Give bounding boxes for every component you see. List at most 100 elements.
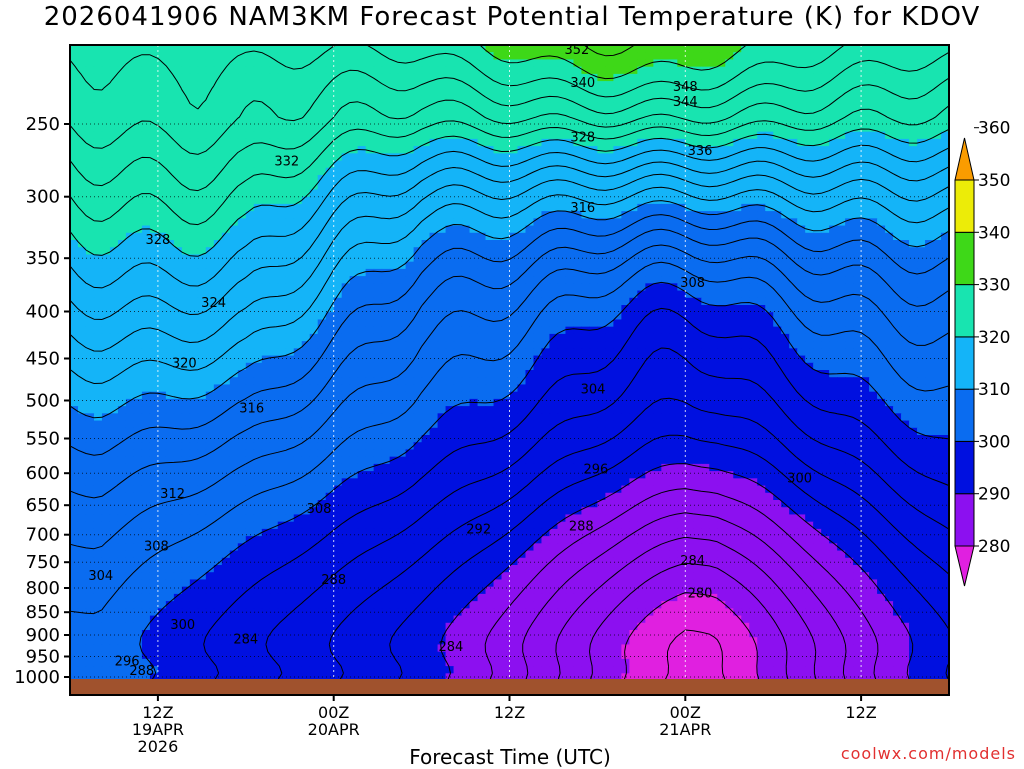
theta-cell bbox=[549, 305, 559, 313]
theta-cell bbox=[421, 283, 431, 292]
theta-cell bbox=[293, 196, 303, 205]
theta-cell bbox=[805, 110, 814, 118]
theta-cell bbox=[261, 348, 271, 357]
theta-cell bbox=[845, 102, 854, 111]
theta-cell bbox=[373, 189, 383, 198]
theta-cell bbox=[389, 326, 399, 335]
theta-cell bbox=[773, 167, 782, 176]
theta-cell bbox=[485, 189, 495, 198]
theta-cell bbox=[109, 268, 119, 277]
theta-cell bbox=[813, 240, 822, 248]
theta-cell bbox=[781, 73, 790, 82]
theta-cell bbox=[285, 297, 295, 306]
theta-cell bbox=[877, 95, 886, 104]
theta-cell bbox=[117, 52, 127, 61]
theta-cell bbox=[341, 333, 351, 342]
theta-cell bbox=[685, 283, 694, 292]
theta-cell bbox=[221, 117, 231, 126]
theta-cell bbox=[285, 211, 295, 219]
theta-cell bbox=[77, 66, 87, 75]
theta-cell bbox=[933, 117, 942, 126]
theta-cell bbox=[557, 167, 567, 176]
theta-cell bbox=[309, 319, 319, 328]
theta-cell bbox=[773, 153, 782, 162]
theta-cell bbox=[781, 254, 790, 263]
theta-cell bbox=[77, 261, 87, 270]
theta-cell bbox=[613, 73, 622, 82]
theta-cell bbox=[789, 247, 798, 256]
theta-cell bbox=[189, 326, 199, 335]
theta-cell bbox=[293, 167, 303, 176]
theta-cell bbox=[533, 153, 543, 162]
theta-cell bbox=[485, 182, 495, 191]
theta-cell bbox=[885, 102, 894, 111]
theta-cell bbox=[413, 261, 423, 270]
theta-cell bbox=[621, 319, 630, 328]
theta-cell bbox=[293, 95, 303, 104]
theta-cell bbox=[125, 153, 135, 162]
theta-cell bbox=[573, 160, 583, 169]
theta-cell bbox=[533, 117, 543, 126]
theta-cell bbox=[829, 326, 838, 335]
theta-cell bbox=[789, 232, 798, 241]
theta-cell bbox=[789, 203, 798, 212]
theta-cell bbox=[109, 88, 119, 97]
theta-cell bbox=[93, 247, 103, 256]
theta-cell bbox=[685, 131, 694, 140]
theta-cell bbox=[70, 319, 79, 328]
theta-cell bbox=[901, 319, 910, 328]
theta-cell bbox=[781, 283, 790, 292]
theta-cell bbox=[485, 110, 495, 118]
theta-cell bbox=[717, 160, 726, 169]
theta-cell bbox=[813, 355, 822, 364]
theta-cell bbox=[221, 59, 231, 68]
theta-cell bbox=[317, 319, 327, 328]
theta-cell bbox=[469, 211, 479, 219]
theta-cell bbox=[909, 117, 918, 126]
theta-cell bbox=[357, 66, 367, 75]
theta-cell bbox=[613, 175, 622, 183]
theta-cell bbox=[765, 355, 774, 364]
theta-cell bbox=[525, 182, 535, 191]
theta-cell bbox=[325, 225, 335, 234]
theta-cell bbox=[70, 326, 79, 335]
theta-cell bbox=[789, 81, 798, 89]
theta-cell bbox=[909, 95, 918, 104]
theta-cell bbox=[109, 45, 119, 53]
theta-cell bbox=[789, 283, 798, 292]
theta-cell bbox=[205, 131, 215, 140]
theta-cell bbox=[733, 102, 742, 111]
theta-cell bbox=[885, 218, 894, 227]
theta-cell bbox=[253, 261, 263, 270]
theta-cell bbox=[661, 124, 670, 133]
theta-cell bbox=[421, 355, 431, 364]
theta-cell bbox=[677, 268, 686, 277]
theta-cell bbox=[725, 254, 734, 263]
theta-cell bbox=[653, 189, 662, 198]
theta-cell bbox=[261, 146, 271, 154]
theta-cell bbox=[941, 175, 949, 183]
theta-cell bbox=[461, 333, 471, 342]
theta-cell bbox=[749, 312, 758, 321]
theta-cell bbox=[765, 81, 774, 89]
theta-cell bbox=[245, 131, 255, 140]
theta-cell bbox=[405, 218, 415, 227]
theta-cell bbox=[501, 59, 511, 68]
theta-cell bbox=[301, 305, 311, 313]
theta-cell bbox=[245, 167, 255, 176]
theta-cell bbox=[269, 110, 279, 118]
theta-cell bbox=[293, 117, 303, 126]
theta-cell bbox=[933, 175, 942, 183]
theta-cell bbox=[925, 52, 934, 61]
theta-cell bbox=[229, 110, 239, 118]
theta-cell bbox=[701, 189, 710, 198]
theta-cell bbox=[845, 261, 854, 270]
theta-cell bbox=[333, 261, 343, 270]
theta-cell bbox=[285, 196, 295, 205]
theta-cell bbox=[341, 341, 351, 349]
theta-cell bbox=[853, 326, 862, 335]
theta-cell bbox=[589, 73, 598, 82]
theta-cell bbox=[789, 117, 798, 126]
theta-cell bbox=[325, 182, 335, 191]
theta-cell bbox=[565, 167, 575, 176]
